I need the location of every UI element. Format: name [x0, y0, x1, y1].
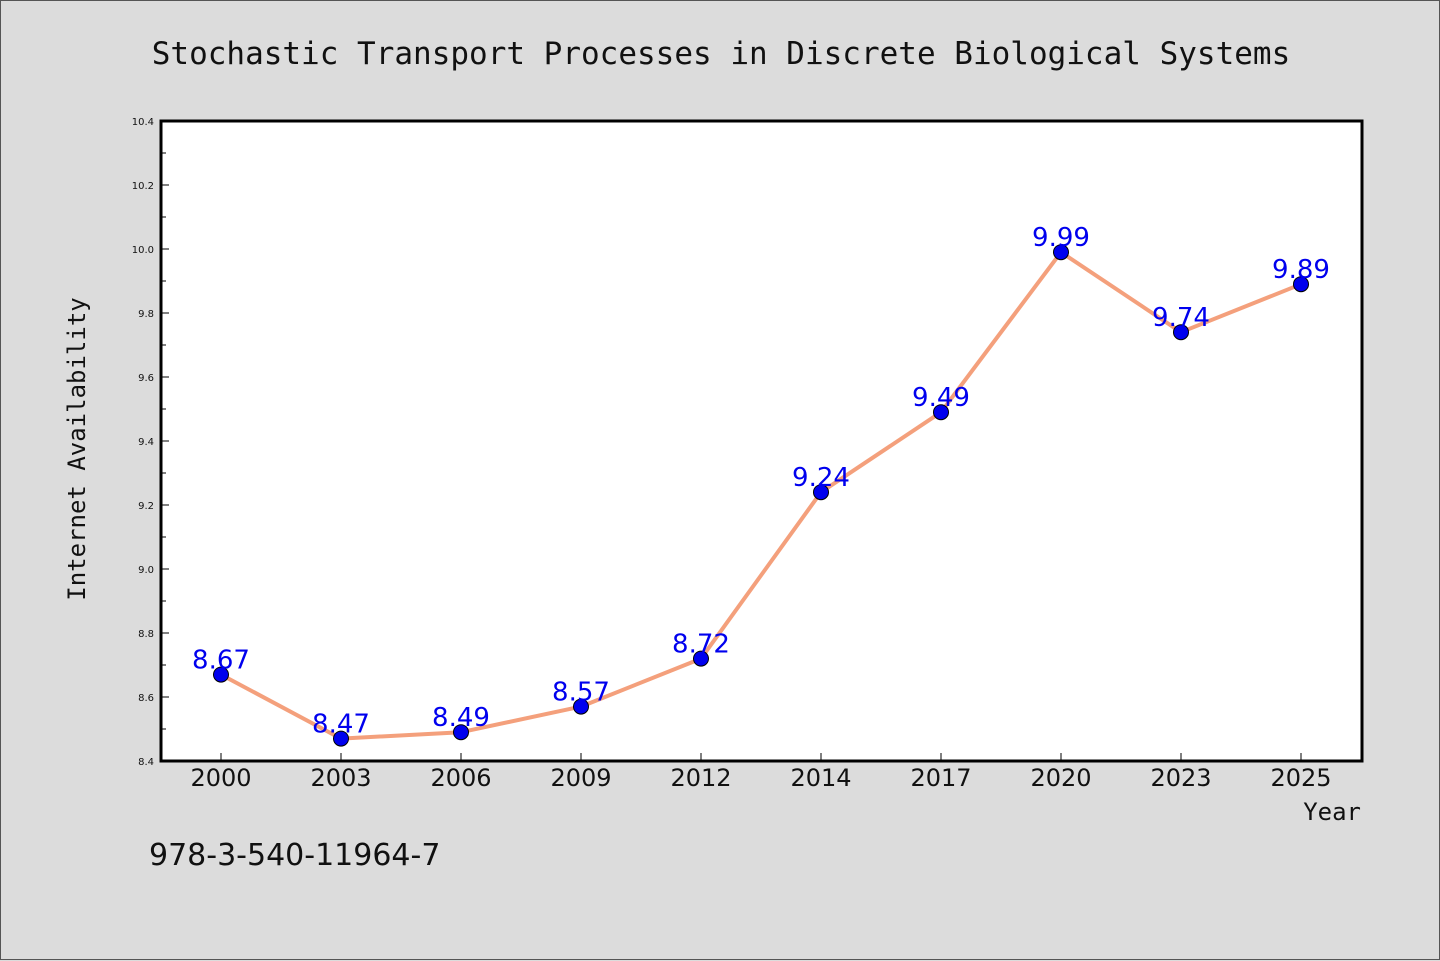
data-point [573, 698, 589, 715]
x-tick-label: 2014 [790, 764, 851, 792]
x-tick-label: 2023 [1150, 764, 1211, 792]
x-axis: 2000 2003 2006 2009 2012 2014 2017 2020 2023 2025 [190, 753, 1332, 792]
series-line [219, 250, 1303, 741]
data-point [213, 666, 229, 683]
y-axis-label: Internet Availability [63, 297, 91, 600]
data-label: 8.72 [672, 630, 730, 660]
data-label: 8.57 [552, 678, 610, 708]
plot-frame [159, 119, 1364, 763]
y-tick-label: 9.2 [138, 501, 154, 512]
data-label: 8.49 [432, 703, 490, 733]
data-point [813, 484, 829, 501]
y-tick-label: 9.8 [138, 309, 154, 320]
data-label: 9.99 [1032, 223, 1090, 253]
chart-title: Stochastic Transport Processes in Discre… [152, 36, 1290, 72]
data-label: 8.47 [312, 710, 370, 740]
plot-area [161, 121, 1362, 761]
y-axis: 8.4 8.6 8.8 9.0 9.2 9.4 9.6 9.8 10.0 10.2 10.4 [132, 117, 169, 768]
data-point [693, 650, 709, 667]
x-axis-label: Year [1303, 798, 1361, 826]
data-label: 9.74 [1152, 303, 1210, 333]
y-tick-label: 9.4 [138, 437, 154, 448]
y-tick-label: 8.8 [138, 629, 154, 640]
y-tick-label: 10.0 [132, 245, 154, 256]
data-label: 9.49 [912, 383, 970, 413]
y-tick-label: 8.4 [138, 757, 154, 768]
y-tick-label: 8.6 [138, 693, 154, 704]
x-tick-label: 2025 [1270, 764, 1331, 792]
y-tick-label: 10.4 [132, 117, 154, 128]
isbn-annotation: 978-3-540-11964-7 [149, 838, 440, 873]
x-tick-label: 2003 [310, 764, 371, 792]
x-tick-label: 2017 [910, 764, 971, 792]
x-tick-label: 2006 [430, 764, 491, 792]
data-point [1053, 244, 1069, 261]
data-point [453, 724, 469, 741]
series-layer: 8.67 8.47 8.49 8.57 8.72 9.24 9.49 9.99 9.74 9.89 [192, 223, 1330, 747]
x-tick-label: 2009 [550, 764, 611, 792]
data-point [333, 730, 349, 747]
data-point [933, 404, 949, 421]
x-tick-label: 2020 [1030, 764, 1091, 792]
data-point [1173, 324, 1189, 341]
y-tick-label: 9.0 [138, 565, 154, 576]
data-label: 8.67 [192, 646, 250, 676]
data-label: 9.89 [1272, 255, 1330, 285]
y-tick-label: 10.2 [132, 181, 154, 192]
data-label: 9.24 [792, 463, 850, 493]
data-point [1293, 276, 1309, 293]
y-tick-label: 9.6 [138, 373, 154, 384]
x-tick-label: 2012 [670, 764, 731, 792]
x-tick-label: 2000 [190, 764, 251, 792]
